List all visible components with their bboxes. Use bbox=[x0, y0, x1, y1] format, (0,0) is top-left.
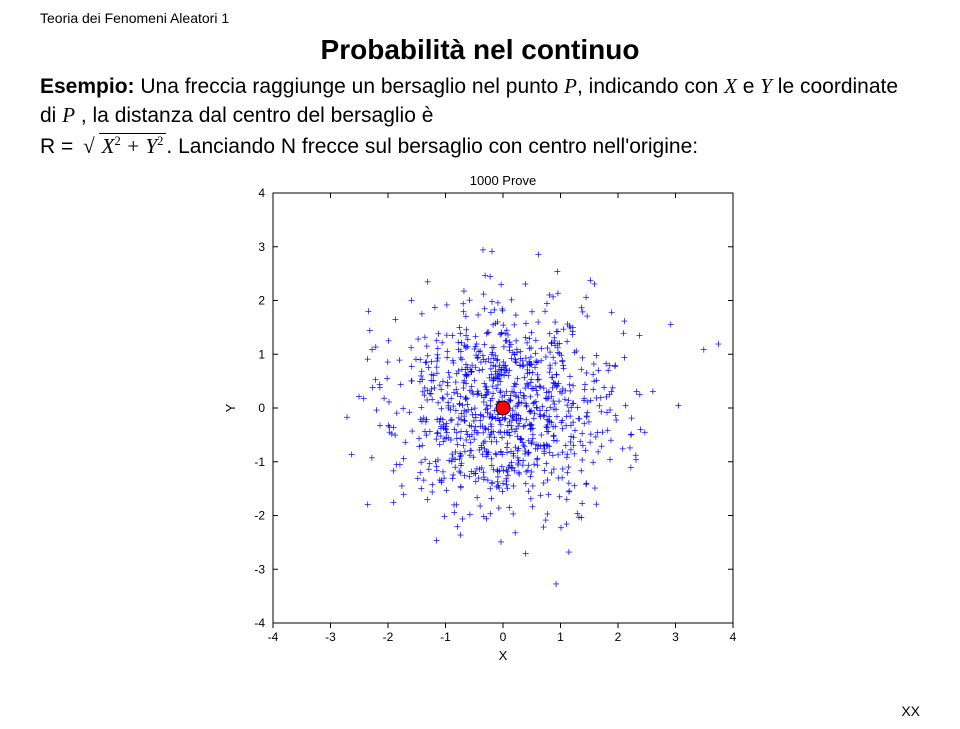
formula-R: R bbox=[40, 135, 55, 158]
svg-text:-3: -3 bbox=[325, 630, 336, 644]
svg-text:1: 1 bbox=[258, 347, 265, 361]
p-text-1c: e bbox=[737, 75, 760, 98]
sqrt-symbol: √ bbox=[79, 134, 95, 158]
radicand-Y: Y bbox=[145, 134, 157, 158]
svg-text:-3: -3 bbox=[254, 562, 265, 576]
svg-text:X: X bbox=[498, 648, 507, 663]
symbol-X: X bbox=[724, 74, 737, 98]
esempio-label: Esempio: bbox=[40, 75, 135, 98]
svg-text:0: 0 bbox=[258, 401, 265, 415]
radicand-plus: + bbox=[121, 134, 146, 158]
svg-text:-4: -4 bbox=[254, 616, 265, 630]
symbol-Y: Y bbox=[760, 74, 772, 98]
svg-text:-1: -1 bbox=[254, 455, 265, 469]
svg-text:1: 1 bbox=[557, 630, 564, 644]
svg-text:-1: -1 bbox=[440, 630, 451, 644]
symbol-P2: P bbox=[62, 103, 75, 127]
radicand-sup2: 2 bbox=[157, 134, 163, 148]
svg-text:3: 3 bbox=[672, 630, 679, 644]
svg-text:Y: Y bbox=[223, 404, 238, 413]
formula-line: R = √X2 + Y2. Lanciando N frecce sul ber… bbox=[40, 131, 920, 163]
p-text-1b: , indicando con bbox=[577, 75, 724, 98]
radicand-X: X bbox=[102, 134, 115, 158]
formula-eq: = bbox=[55, 135, 79, 158]
svg-text:3: 3 bbox=[258, 240, 265, 254]
page-title: Probabilità nel continuo bbox=[40, 34, 920, 66]
formula-after: . Lanciando bbox=[166, 135, 280, 158]
p-text-1a: Una freccia raggiunge un bersaglio nel p… bbox=[135, 75, 565, 98]
symbol-N: N bbox=[281, 135, 296, 158]
svg-text:2: 2 bbox=[258, 294, 265, 308]
svg-text:4: 4 bbox=[258, 186, 265, 200]
svg-text:-4: -4 bbox=[267, 630, 278, 644]
svg-text:2: 2 bbox=[614, 630, 621, 644]
svg-text:0: 0 bbox=[499, 630, 506, 644]
header-label: Teoria dei Fenomeni Aleatori 1 bbox=[40, 10, 920, 26]
svg-text:-2: -2 bbox=[382, 630, 393, 644]
svg-text:4: 4 bbox=[729, 630, 736, 644]
svg-text:-2: -2 bbox=[254, 509, 265, 523]
page-number: XX bbox=[901, 703, 920, 719]
sqrt-expr: X2 + Y2 bbox=[95, 134, 167, 158]
scatter-svg: -4 -3 -2 -1 0 1 2 3 4 -4 -3 -2 -1 0 1 2 3 4 X Y 1000 Prove bbox=[218, 168, 743, 668]
p-text-1e: , la distanza dal centro del bersaglio è bbox=[75, 104, 433, 127]
svg-text:1000 Prove: 1000 Prove bbox=[469, 173, 536, 188]
scatter-chart: -4 -3 -2 -1 0 1 2 3 4 -4 -3 -2 -1 0 1 2 3 4 X Y 1000 Prove bbox=[218, 168, 743, 673]
body-paragraph: Esempio: Una freccia raggiunge un bersag… bbox=[40, 72, 920, 131]
symbol-P1: P bbox=[564, 74, 577, 98]
formula-after2: frecce sul bersaglio con centro nell'ori… bbox=[296, 135, 698, 158]
